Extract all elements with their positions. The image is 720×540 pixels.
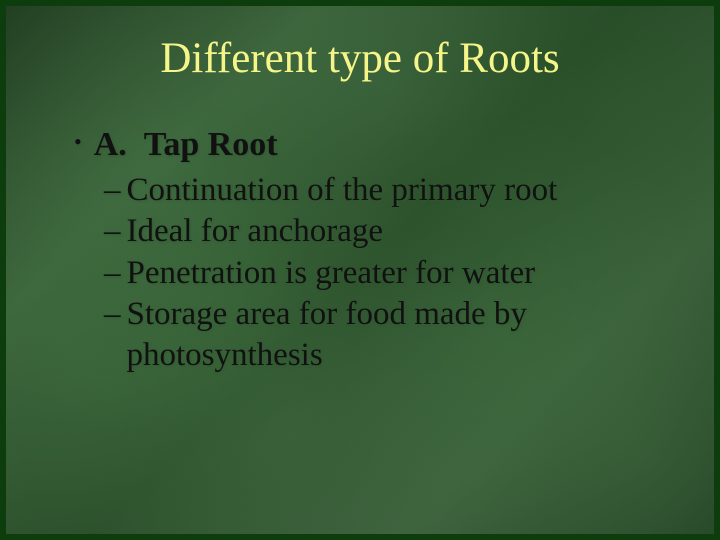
sub-bullet-text: Storage area for food made by photosynth… (127, 294, 665, 377)
bullet-label-text: Tap Root (144, 126, 278, 163)
sub-bullet-item: – Storage area for food made by photosyn… (104, 294, 664, 377)
bullet-heading: A. Tap Root (94, 126, 278, 164)
slide-container: Different type of Roots • A. Tap Root – … (0, 0, 720, 540)
bullet-label-a: A. (94, 126, 127, 163)
dash-icon: – (104, 211, 121, 252)
dash-icon: – (104, 294, 121, 335)
sub-bullet-text: Ideal for anchorage (127, 211, 665, 252)
sub-bullet-item: – Continuation of the primary root (104, 170, 664, 211)
sub-bullet-text: Penetration is greater for water (127, 253, 665, 294)
slide-content: • A. Tap Root – Continuation of the prim… (74, 126, 664, 376)
bullet-marker: • (74, 131, 82, 153)
slide-title: Different type of Roots (6, 34, 714, 83)
dash-icon: – (104, 170, 121, 211)
sub-bullet-item: – Ideal for anchorage (104, 211, 664, 252)
sub-bullet-text: Continuation of the primary root (127, 170, 665, 211)
sub-bullet-list: – Continuation of the primary root – Ide… (104, 170, 664, 376)
sub-bullet-item: – Penetration is greater for water (104, 253, 664, 294)
dash-icon: – (104, 253, 121, 294)
bullet-level-1: • A. Tap Root (74, 126, 664, 164)
